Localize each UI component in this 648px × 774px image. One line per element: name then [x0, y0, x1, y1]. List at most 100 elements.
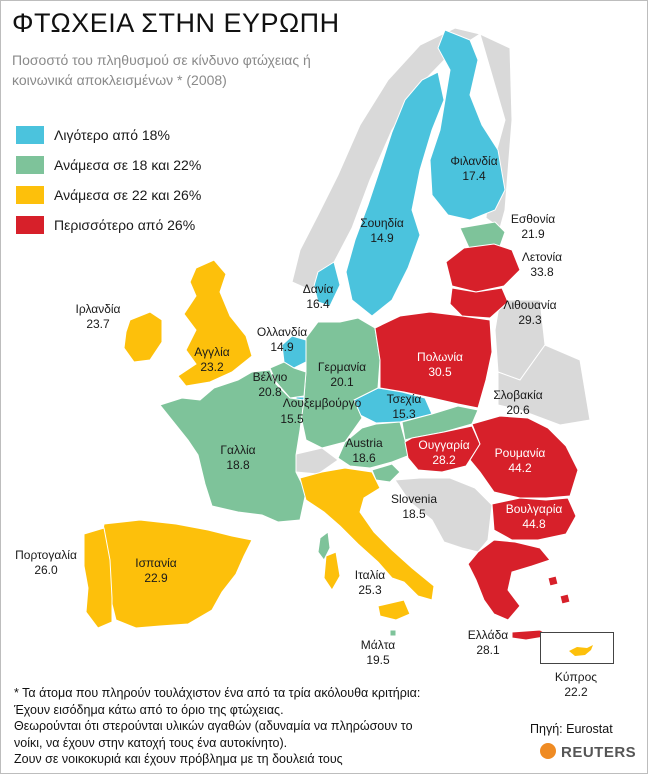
reuters-logo-icon — [540, 743, 556, 759]
portugal-name: Πορτογαλία — [15, 548, 77, 562]
germany-name: Γερμανία — [317, 360, 367, 374]
czech-value: 15.3 — [392, 407, 416, 421]
label-poland: Πολωνία 30.5 — [417, 350, 463, 380]
footnote-line: νοίκι, να έχουν στην κατοχή τους ένα αυτ… — [14, 735, 288, 750]
label-portugal: Πορτογαλία 26.0 — [15, 548, 77, 578]
country-bulgaria — [491, 497, 577, 541]
label-bulgaria: Βουλγαρία 44.8 — [506, 502, 563, 532]
cyprus-name: Κύπρος — [554, 670, 598, 684]
label-slovenia: Slovenia 18.5 — [391, 492, 437, 522]
luxembourg-name: Λουξεμβούργο — [282, 396, 362, 410]
country-latvia — [445, 243, 521, 293]
country-finland — [429, 29, 506, 221]
label-estonia: Εσθονία 21.9 — [511, 212, 555, 242]
hungary-name: Ουγγαρία — [418, 438, 470, 452]
uk-name: Αγγλία — [194, 345, 230, 359]
legend-swatch — [16, 216, 44, 234]
label-greece: Ελλάδα 28.1 — [468, 628, 508, 658]
malta-name: Μάλτα — [360, 638, 396, 652]
slovakia-name: Σλοβακία — [493, 388, 543, 402]
footnote: * Τα άτομα που πληρούν τουλάχιστον ένα α… — [14, 685, 484, 768]
denmark-name: Δανία — [302, 282, 334, 296]
germany-value: 20.1 — [330, 375, 354, 389]
label-spain: Ισπανία 22.9 — [135, 556, 176, 586]
country-poland — [374, 311, 493, 409]
portugal-value: 26.0 — [34, 563, 58, 577]
france-name: Γαλλία — [220, 443, 256, 457]
estonia-value: 21.9 — [521, 227, 545, 241]
country-estonia — [459, 221, 506, 251]
label-hungary: Ουγγαρία 28.2 — [418, 438, 469, 468]
island-aegean-a — [547, 575, 559, 587]
legend-swatch — [16, 126, 44, 144]
label-romania: Ρουμανία 44.2 — [495, 446, 546, 476]
sweden-name: Σουηδία — [360, 216, 404, 230]
label-austria: Austria 18.6 — [345, 436, 382, 466]
island-sicily — [377, 599, 411, 621]
country-uk — [177, 259, 253, 387]
finland-value: 17.4 — [462, 169, 486, 183]
austria-name: Austria — [345, 436, 383, 450]
label-lithuania: Λιθουανία 29.3 — [503, 298, 556, 328]
country-sweden — [345, 71, 445, 317]
label-sweden: Σουηδία 14.9 — [360, 216, 404, 246]
spain-name: Ισπανία — [135, 556, 177, 570]
country-ireland — [123, 311, 163, 363]
legend-swatch — [16, 186, 44, 204]
country-portugal — [83, 527, 113, 629]
slovenia-name: Slovenia — [390, 492, 438, 506]
hungary-value: 28.2 — [432, 453, 456, 467]
page-subtitle: Ποσοστό του πληθυσμού σε κίνδυνο φτώχεια… — [12, 52, 311, 88]
slovakia-value: 20.6 — [506, 403, 530, 417]
luxembourg-value: 15.5 — [280, 412, 304, 426]
greece-value: 28.1 — [476, 643, 500, 657]
label-czech: Τσεχία 15.3 — [387, 392, 422, 422]
france-value: 18.8 — [226, 458, 250, 472]
ireland-value: 23.7 — [86, 317, 110, 331]
poland-value: 30.5 — [428, 365, 452, 379]
romania-value: 44.2 — [508, 461, 532, 475]
country-italy — [299, 467, 435, 601]
poland-name: Πολωνία — [417, 350, 463, 364]
label-netherlands: Ολλανδία 14.9 — [257, 325, 307, 355]
latvia-value: 33.8 — [530, 265, 554, 279]
netherlands-value: 14.9 — [270, 340, 294, 354]
belgium-value: 20.8 — [258, 385, 282, 399]
non-eu-balkans — [394, 477, 493, 553]
label-luxembourg-value: 15.5 — [280, 412, 303, 427]
lithuania-name: Λιθουανία — [503, 298, 557, 312]
cyprus-shape — [569, 645, 593, 656]
country-lithuania — [449, 287, 509, 319]
netherlands-name: Ολλανδία — [256, 325, 308, 339]
footnote-line: * Τα άτομα που πληρούν τουλάχιστον ένα α… — [14, 686, 421, 700]
footnote-line: Έχουν εισόδημα κάτω από το όριο της φτώχ… — [14, 702, 284, 717]
cyprus-value: 22.2 — [564, 685, 588, 699]
spain-value: 22.9 — [144, 571, 168, 585]
lithuania-value: 29.3 — [518, 313, 542, 327]
czech-name: Τσεχία — [386, 392, 422, 406]
label-slovakia: Σλοβακία 20.6 — [493, 388, 542, 418]
source-credit: Πηγή: Eurostat — [530, 722, 613, 736]
legend-label: Ανάμεσα σε 18 και 22% — [54, 157, 202, 173]
latvia-name: Λετονία — [521, 250, 563, 264]
country-france — [159, 369, 307, 523]
label-denmark: Δανία 16.4 — [303, 282, 334, 312]
legend-swatch — [16, 156, 44, 174]
country-romania — [469, 415, 579, 499]
label-uk: Αγγλία 23.2 — [194, 345, 229, 375]
country-denmark — [313, 261, 341, 307]
label-belgium: Βέλγιο 20.8 — [253, 370, 288, 400]
slovenia-value: 18.5 — [402, 507, 426, 521]
greece-name: Ελλάδα — [467, 628, 509, 642]
malta-value: 19.5 — [366, 653, 390, 667]
sweden-value: 14.9 — [370, 231, 394, 245]
label-france: Γαλλία 18.8 — [220, 443, 255, 473]
legend-label: Ανάμεσα σε 22 και 26% — [54, 187, 202, 203]
legend-label: Περισσότερο από 26% — [54, 217, 196, 233]
austria-value: 18.6 — [352, 451, 376, 465]
estonia-name: Εσθονία — [510, 212, 556, 226]
bulgaria-name: Βουλγαρία — [505, 502, 563, 516]
uk-value: 23.2 — [200, 360, 224, 374]
footnote-line: Θεωρούνται ότι στερούνται υλικών αγαθών … — [14, 719, 413, 733]
page-title: ΦΤΩΧΕΙΑ ΣΤΗΝ ΕΥΡΩΠΗ — [12, 8, 340, 38]
